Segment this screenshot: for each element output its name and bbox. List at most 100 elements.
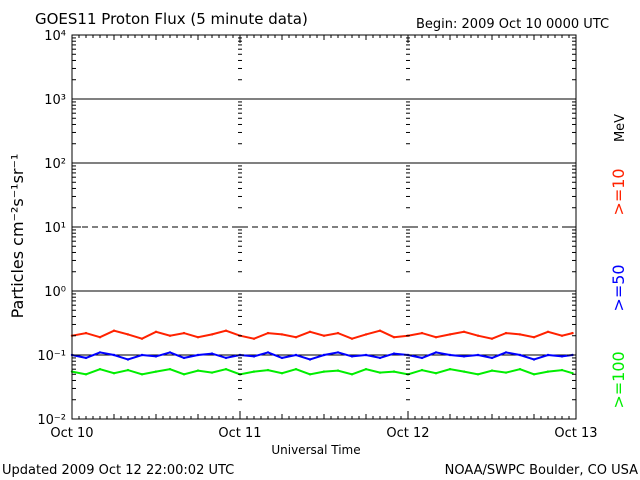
series-2-point (84, 373, 88, 376)
series-1-point (224, 356, 228, 360)
series-2-point (182, 373, 186, 376)
series-2-point (532, 373, 536, 376)
series-1-point (266, 351, 270, 354)
series-0-point (168, 334, 172, 337)
series-1-point (98, 351, 102, 354)
series-0-point (378, 329, 382, 332)
series-1-point (518, 353, 522, 357)
series-1-point (140, 353, 144, 357)
series-2-point (308, 373, 312, 376)
series-1-point (126, 358, 130, 361)
series-0-point (560, 334, 564, 337)
series-1-point (252, 355, 256, 358)
series-2-point (140, 373, 144, 376)
series-2-point (168, 368, 172, 371)
unit-label: MeV (613, 114, 628, 142)
y-tick-label: 10⁻² (37, 413, 66, 428)
series-1-point (168, 351, 172, 354)
x-axis-label: Universal Time (271, 443, 360, 457)
series-1-point (420, 356, 424, 360)
series-0-point (308, 330, 312, 333)
series-1-point (448, 353, 452, 357)
series-1-point (532, 358, 536, 361)
x-tick-label: Oct 11 (218, 426, 261, 441)
series-1-point (336, 351, 340, 354)
series-1-point (560, 355, 564, 358)
series-0-point (294, 336, 298, 339)
credit-label: NOAA/SWPC Boulder, CO USA (445, 463, 638, 478)
series-2-point (294, 368, 298, 371)
series-0-point (280, 333, 284, 336)
chart-title: GOES11 Proton Flux (5 minute data) (35, 10, 308, 28)
series-2-point (112, 372, 116, 375)
series-0-point (84, 331, 88, 335)
series-0-point (571, 331, 574, 335)
series-1-point (84, 356, 88, 360)
series-0-point (504, 331, 508, 335)
x-tick-label: Oct 12 (386, 426, 429, 441)
series-1-point (364, 353, 368, 357)
series-0-point (140, 337, 144, 340)
series-0-point (336, 331, 340, 335)
series-0-point (210, 333, 214, 336)
series-0-point (98, 336, 102, 339)
y-axis-label: Particles cm⁻²s⁻¹sr⁻¹ (8, 154, 27, 319)
series-2-point (210, 371, 214, 374)
series-0-point (350, 337, 354, 340)
series-2-point (518, 368, 522, 371)
series-1-point (280, 356, 284, 360)
series-2-point (154, 370, 158, 373)
series-0-point (532, 336, 536, 339)
series-2-point (490, 369, 494, 372)
legend-ge50: >=50 (609, 264, 628, 311)
gridlines (72, 98, 576, 356)
series-0-point (546, 330, 550, 333)
series-2-point (196, 369, 200, 372)
y-tick-label: 10⁻¹ (37, 349, 66, 364)
series-line-2 (71, 368, 573, 376)
series-1-point (350, 355, 354, 358)
series-1-point (476, 353, 480, 357)
series-1-point (462, 355, 466, 358)
series-2-point (98, 368, 102, 371)
series-0-point (182, 331, 186, 335)
series-0-point (392, 336, 396, 339)
series-1-point (154, 355, 158, 358)
series-0-point (448, 333, 452, 336)
series-1-point (210, 352, 214, 355)
series-2-point (420, 368, 424, 372)
y-tick-label: 10⁰ (44, 285, 66, 300)
x-tick-label: Oct 13 (554, 426, 597, 441)
series-1-point (434, 351, 438, 354)
series-2-point (280, 372, 284, 375)
series-0-point (420, 331, 424, 335)
series-2-point (266, 368, 270, 372)
series-2-point (476, 373, 480, 376)
series-0-point (364, 333, 368, 336)
series-1-point (504, 351, 508, 354)
series-1-point (112, 353, 116, 357)
series-0-point (434, 336, 438, 339)
series-2-point (378, 371, 382, 374)
series-1-point (294, 353, 298, 357)
series-2-point (252, 370, 256, 373)
series-group (70, 329, 574, 376)
series-2-point (560, 368, 564, 372)
series-2-point (336, 369, 340, 372)
series-2-point (322, 370, 326, 373)
series-line-0 (71, 329, 573, 340)
series-0-point (490, 337, 494, 340)
series-1-point (546, 353, 550, 357)
series-0-point (224, 329, 228, 332)
series-0-point (266, 331, 270, 335)
series-0-point (126, 333, 130, 336)
legend-ge10: >=10 (609, 168, 628, 215)
series-2-point (448, 368, 452, 371)
series-2-point (504, 371, 508, 374)
begin-time-label: Begin: 2009 Oct 10 0000 UTC (416, 17, 609, 32)
series-0-point (476, 334, 480, 337)
series-1-point (378, 356, 382, 360)
plot-frame (71, 34, 577, 420)
ticks-group: Oct 10 Oct 11 Oct 12 Oct 13 10⁻² 10⁻¹ 10⁰ 10¹ 10… (37, 29, 597, 441)
